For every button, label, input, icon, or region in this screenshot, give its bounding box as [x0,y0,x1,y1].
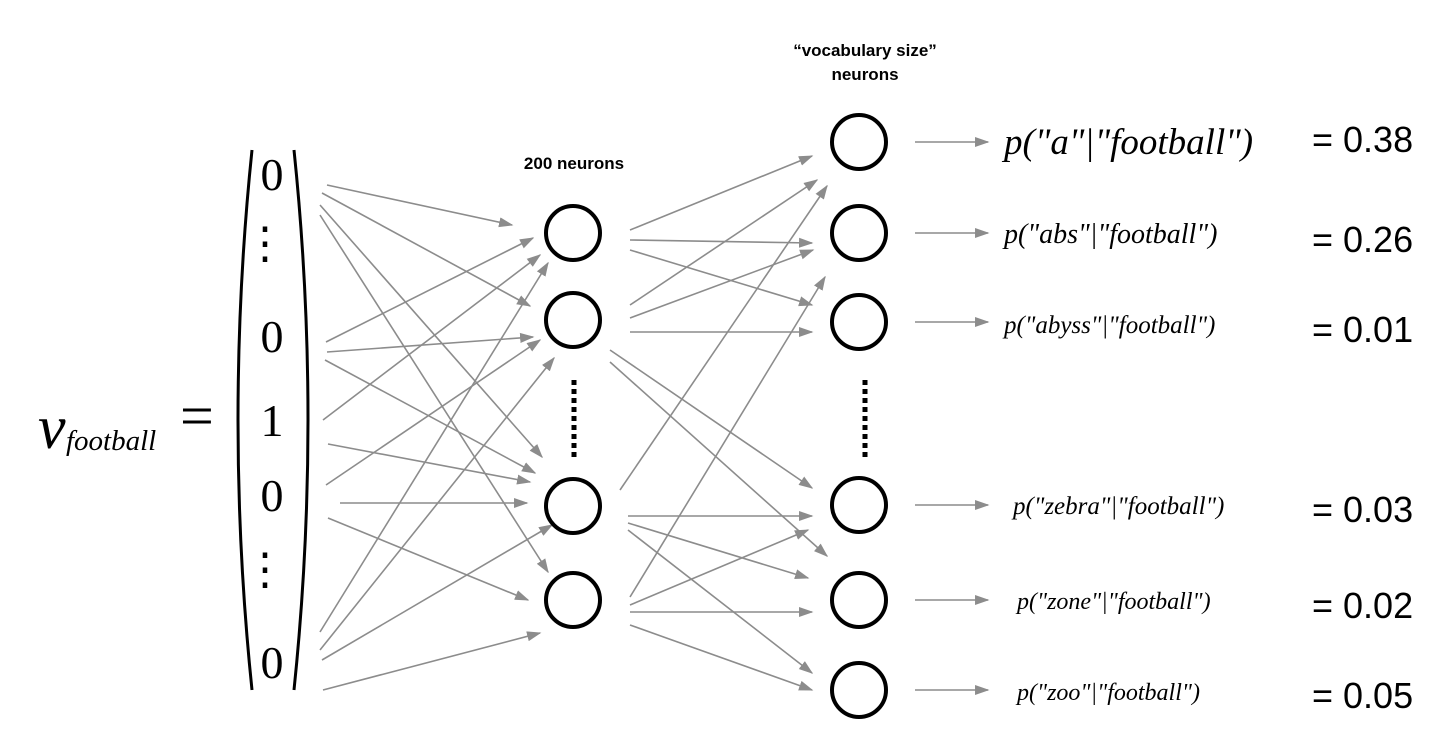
output-neuron [830,476,888,534]
edge [627,529,814,674]
edge [629,529,810,606]
edge [327,517,530,601]
edge [629,249,814,307]
probability-expression: p("abs"|"football") [1002,219,1217,250]
edge [322,254,542,421]
vector-label: v football = [38,383,214,462]
edge [627,522,810,580]
edge [629,275,826,598]
vector-symbol: v [38,394,66,462]
edge [319,356,555,651]
edge [324,359,537,474]
output-neuron [830,661,888,719]
left-paren [236,149,254,691]
vector-subscript: football [66,425,156,457]
edge [322,631,542,691]
edge [327,443,532,485]
probability-value: = 0.38 [1312,119,1413,160]
vector-entry: 0 [261,470,284,521]
edge [326,184,514,228]
edge [319,204,543,459]
probability-expression: p("zone"|"football") [1015,589,1211,615]
probability-expression: p("abyss"|"football") [1002,312,1215,339]
edge [326,332,535,353]
equals-sign: = [180,383,214,449]
probability-labels: p("a"|"football") p("abs"|"football") p(… [1001,122,1253,706]
edge [629,237,814,248]
probability-expression: p("a"|"football") [1001,122,1253,163]
probability-expression: p("zebra"|"football") [1011,493,1224,520]
probability-value: = 0.03 [1312,489,1413,530]
vector-entry-dots: ⋮ [243,219,287,268]
output-neuron [830,113,888,171]
output-layer-label-line2: neurons [831,65,898,84]
probability-value: = 0.05 [1312,675,1413,716]
edges-input-hidden [319,184,555,691]
edge [325,237,535,343]
probability-values: = 0.38 = 0.26 = 0.01 = 0.03 = 0.02 = 0.0… [1312,119,1413,716]
edge [325,339,542,486]
probability-value: = 0.26 [1312,219,1413,260]
output-arrows [915,136,990,696]
vector-entries: 0 ⋮ 0 1 0 ⋮ 0 [243,149,287,688]
output-layer-label-line1: “vocabulary size” [793,41,937,60]
hidden-neuron [544,571,602,629]
edge [321,192,532,307]
output-neuron [830,293,888,351]
edge [609,361,829,557]
probability-value: = 0.01 [1312,309,1413,350]
vector-entry-dots: ⋮ [243,545,287,594]
vector-entry: 0 [261,311,284,362]
output-neuron [830,204,888,262]
vector-entry: 1 [261,395,284,446]
edge [609,349,814,489]
edge [319,214,549,574]
output-layer [830,113,888,719]
hidden-neuron [544,291,602,349]
edge [319,261,549,633]
edge [629,249,815,319]
edges-hidden-output [609,155,829,691]
edge [629,155,814,231]
edge [321,524,554,661]
edge [629,179,819,306]
edge [629,624,814,691]
vector-entry: 0 [261,637,284,688]
right-paren [292,149,310,691]
vector-entry: 0 [261,149,284,200]
edge [619,184,828,491]
hidden-neuron [544,477,602,535]
probability-expression: p("zoo"|"football") [1015,680,1200,706]
probability-value: = 0.02 [1312,585,1413,626]
output-neuron [830,571,888,629]
hidden-neuron [544,204,602,262]
hidden-layer-label: 200 neurons [524,154,624,173]
hidden-layer [544,204,602,629]
